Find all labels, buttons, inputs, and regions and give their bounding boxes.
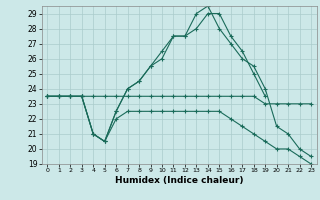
X-axis label: Humidex (Indice chaleur): Humidex (Indice chaleur): [115, 176, 244, 185]
